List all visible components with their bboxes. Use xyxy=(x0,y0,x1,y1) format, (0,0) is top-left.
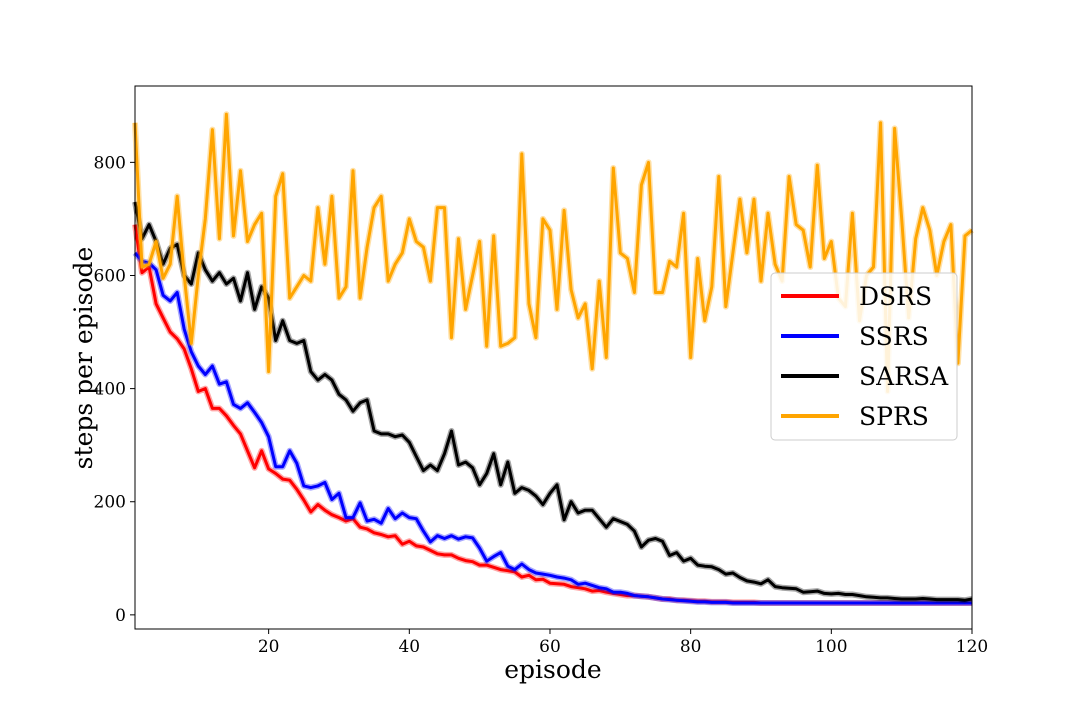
legend-label-sarsa: SARSA xyxy=(859,362,949,391)
legend-label-ssrs: SSRS xyxy=(859,322,929,351)
y-axis-label: steps per episode xyxy=(69,247,98,470)
series-line-ssrs xyxy=(133,251,972,605)
series-line-sprs xyxy=(133,112,973,393)
x-axis-label: episode xyxy=(504,655,601,684)
ticks-layer: 20 40 60 80 100 120 0 200 400 600 800 xyxy=(94,153,989,657)
y-tick-label-600: 600 xyxy=(94,266,126,286)
x-tick-label-60: 60 xyxy=(539,637,561,657)
y-tick-label-400: 400 xyxy=(94,380,126,400)
series-layer xyxy=(132,111,974,606)
y-tick-label-800: 800 xyxy=(94,153,126,173)
x-tick-label-120: 120 xyxy=(956,637,988,657)
legend-label-dsrs: DSRS xyxy=(859,282,932,311)
series-line-sarsa xyxy=(133,201,973,602)
legend-label-sprs: SPRS xyxy=(859,402,929,431)
x-tick-label-20: 20 xyxy=(258,637,280,657)
y-tick-label-0: 0 xyxy=(115,606,126,626)
plot-area-frame xyxy=(134,85,973,630)
legend: DSRS SSRS SARSA SPRS xyxy=(770,272,958,441)
x-tick-label-80: 80 xyxy=(680,637,702,657)
x-tick-label-40: 40 xyxy=(398,637,420,657)
legend-items: DSRS SSRS SARSA SPRS xyxy=(781,282,949,431)
legend-box xyxy=(770,272,958,441)
y-tick-label-200: 200 xyxy=(94,493,126,513)
x-tick-label-100: 100 xyxy=(815,637,847,657)
